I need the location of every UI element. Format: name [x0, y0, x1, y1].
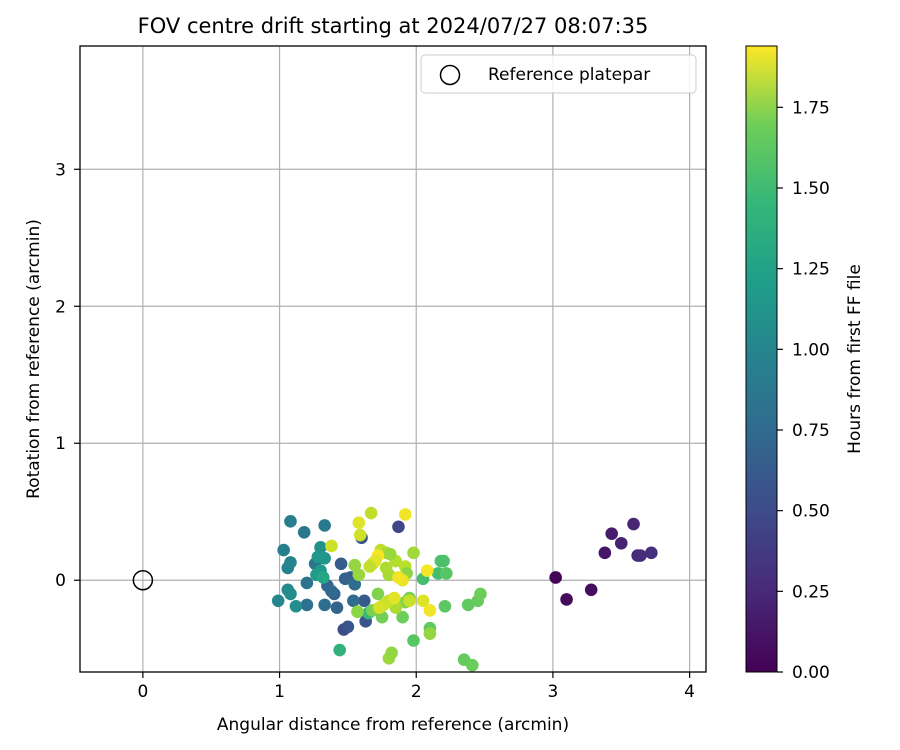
scatter-point	[399, 508, 412, 521]
x-tick-label: 4	[684, 682, 695, 702]
x-axis-ticks: 0 1 2 3 4	[137, 672, 695, 702]
scatter-point	[363, 560, 377, 573]
scatter-point	[465, 658, 479, 672]
scatter-point	[584, 583, 598, 597]
scatter-point	[316, 571, 330, 584]
y-axis-label: Rotation from reference (arcmin)	[24, 219, 44, 499]
colorbar-tick-label: 0.50	[792, 502, 830, 522]
scatter-point	[407, 546, 420, 560]
colorbar: 0.00 0.25 0.50 0.75 1.00 1.25 1.50 1.75 Hours f…	[745, 45, 865, 683]
scatter-point	[318, 598, 331, 612]
legend-box	[420, 54, 697, 94]
scatter-point	[614, 536, 628, 550]
scatter-point	[284, 515, 297, 528]
scatter-point	[440, 567, 453, 580]
scatter-point	[385, 646, 398, 660]
data-points	[271, 506, 658, 672]
scatter-point	[560, 593, 573, 606]
colorbar-tick-label: 0.25	[792, 582, 830, 602]
scatter-point	[334, 557, 348, 571]
colorbar-tick-label: 1.75	[792, 98, 830, 118]
scatter-point	[289, 599, 303, 613]
chart-title: FOV centre drift starting at 2024/07/27 …	[138, 14, 649, 38]
scatter-point	[318, 519, 331, 532]
scatter-point	[300, 576, 314, 590]
scatter-point	[284, 587, 297, 601]
colorbar-tick-label: 1.50	[792, 179, 830, 199]
x-tick-label: 1	[274, 682, 285, 702]
scatter-point	[392, 571, 405, 584]
colorbar-tick-label: 0.75	[792, 421, 830, 441]
scatter-point	[277, 543, 290, 557]
scatter-point	[297, 525, 311, 539]
plot-frame	[79, 45, 707, 673]
scatter-point	[284, 556, 297, 569]
scatter-point	[300, 598, 314, 612]
y-tick-label: 1	[55, 434, 66, 454]
legend-entry-reference-platepar: Reference platepar	[488, 65, 650, 85]
scatter-point	[373, 601, 386, 614]
scatter-point	[371, 587, 385, 601]
scatter-point	[338, 572, 352, 586]
scatter-point	[364, 506, 378, 520]
y-tick-label: 2	[55, 297, 66, 317]
colorbar-tick-label: 0.00	[792, 663, 830, 683]
scatter-point	[423, 604, 437, 617]
legend-marker-reference-platepar	[439, 64, 461, 86]
scatter-point	[325, 584, 338, 598]
y-tick-label: 3	[55, 160, 66, 180]
scatter-point	[403, 594, 416, 608]
scatter-point	[416, 594, 430, 608]
colorbar-tick-label: 1.25	[792, 260, 830, 280]
x-axis-label: Angular distance from reference (arcmin)	[217, 715, 569, 735]
y-axis-ticks: 0 1 2 3	[55, 160, 80, 591]
scatter-point	[407, 634, 420, 647]
scatter-point	[645, 546, 658, 560]
y-tick-label: 0	[55, 571, 66, 591]
scatter-point	[392, 520, 405, 534]
x-tick-label: 0	[137, 682, 148, 702]
scatter-point	[388, 591, 401, 605]
x-tick-label: 3	[548, 682, 559, 702]
x-tick-label: 2	[411, 682, 422, 702]
scatter-point	[357, 594, 371, 608]
scatter-point	[437, 554, 450, 568]
legend: Reference platepar	[420, 54, 697, 94]
scatter-point	[325, 539, 338, 553]
scatter-point	[348, 578, 362, 591]
scatter-point	[347, 594, 360, 608]
scatter-point	[438, 599, 452, 613]
scatter-point	[461, 598, 475, 612]
scatter-point	[352, 568, 366, 582]
scatter-point	[330, 601, 344, 614]
scatter-point	[375, 610, 389, 624]
scatter-point	[383, 547, 397, 561]
scatter-point	[271, 594, 285, 608]
colorbar-ticks: 0.00 0.25 0.50 0.75 1.00 1.25 1.50 1.75	[777, 98, 830, 683]
scatter-point	[598, 546, 612, 560]
reference-platepar-marker	[132, 569, 154, 591]
colorbar-gradient	[745, 45, 778, 673]
scatter-point	[423, 627, 437, 640]
scatter-point	[474, 587, 487, 601]
colorbar-tick-label: 1.00	[792, 340, 830, 360]
scatter-point	[311, 550, 325, 564]
scatter-point	[353, 528, 367, 542]
scatter-point	[420, 564, 434, 577]
scatter-point	[348, 558, 362, 572]
scatter-point	[314, 541, 327, 554]
scatter-point	[352, 516, 366, 529]
scatter-point	[396, 610, 409, 624]
scatter-point	[351, 605, 364, 619]
scatter-point	[605, 527, 618, 540]
scatter-point	[333, 643, 346, 657]
scatter-point	[379, 561, 393, 575]
scatter-point	[627, 517, 640, 531]
scatter-point	[341, 620, 355, 634]
scatter-point	[549, 571, 562, 584]
colorbar-label: Hours from first FF file	[845, 264, 865, 454]
scatter-point	[634, 549, 647, 562]
